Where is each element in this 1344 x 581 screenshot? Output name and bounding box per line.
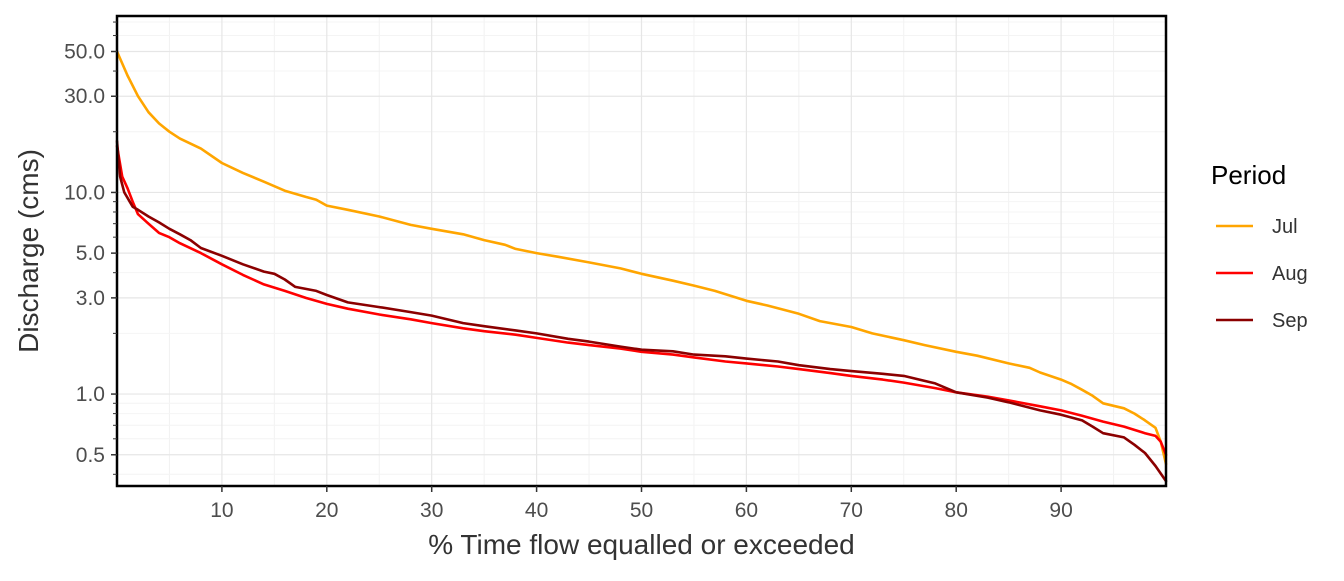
series-line-sep [115,139,1168,483]
legend-items: Jul Aug Sep [1216,216,1308,332]
series-line-aug [115,144,1168,457]
y-axis-title: Discharge (cms) [13,149,44,353]
legend-title: Period [1211,160,1286,190]
x-tick-label: 80 [945,499,968,522]
series-line-jul [115,50,1168,466]
y-tick-label: 10.0 [64,181,105,204]
y-tick-label: 3.0 [76,287,105,310]
legend-label-sep: Sep [1272,310,1308,332]
legend-label-jul: Jul [1272,216,1298,238]
x-tick-label: 30 [420,499,443,522]
grid-layer [117,16,1166,486]
x-tick-label: 10 [210,499,233,522]
x-tick-label: 70 [840,499,863,522]
y-tick-label: 0.5 [76,444,105,467]
y-tick-label: 5.0 [76,242,105,265]
axis-layer: 10 20 30 40 50 60 70 80 90 0.5 1.0 3.0 5.0 10.0 30.0 50… [64,21,1073,522]
legend-label-aug: Aug [1272,263,1308,285]
x-tick-label: 40 [525,499,548,522]
y-tick-label: 30.0 [64,85,105,108]
y-tick-label: 50.0 [64,41,105,64]
x-tick-label: 20 [315,499,338,522]
legend: Period Jul Aug Sep [1211,160,1308,332]
x-tick-label: 90 [1049,499,1072,522]
series-layer [115,50,1168,483]
y-tick-label: 1.0 [76,383,105,406]
x-axis-title: % Time flow equalled or exceeded [428,529,854,560]
x-tick-label: 60 [735,499,758,522]
x-tick-label: 50 [630,499,653,522]
